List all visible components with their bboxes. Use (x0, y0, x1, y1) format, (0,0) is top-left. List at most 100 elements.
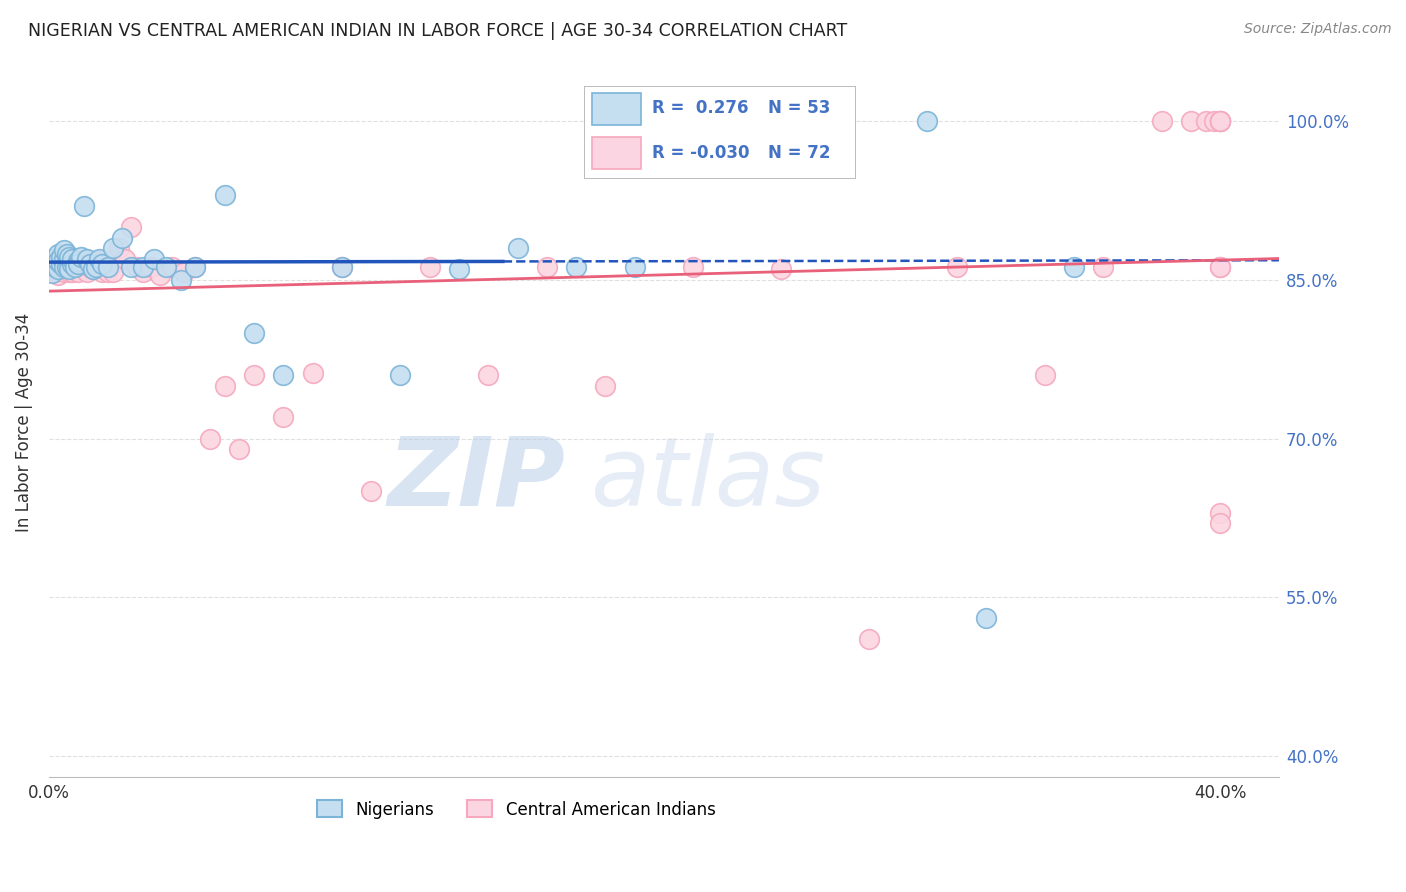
Point (945, 260, 967, 275)
Point (974, 611, 997, 625)
Point (111, 230, 134, 244)
Point (419, 260, 441, 275)
Point (1033, 368, 1056, 383)
Point (44, 252, 66, 266)
Point (1204, 114, 1226, 128)
Point (1209, 114, 1232, 128)
Point (114, 252, 136, 266)
Point (87, 252, 110, 266)
Point (60, 260, 83, 275)
Point (58, 254, 80, 268)
Point (1209, 516, 1232, 530)
Point (143, 252, 166, 266)
Point (243, 326, 266, 340)
Point (173, 264, 195, 278)
Point (1092, 260, 1115, 275)
Point (103, 241, 125, 255)
Point (1209, 114, 1232, 128)
Point (49, 250, 72, 264)
Point (170, 273, 193, 287)
Point (93, 260, 115, 275)
Point (58, 262, 80, 277)
Point (243, 368, 266, 383)
Point (52, 252, 75, 266)
Point (198, 432, 221, 446)
Point (41, 266, 63, 280)
Point (160, 260, 183, 275)
Point (82, 262, 104, 277)
Point (44, 260, 66, 275)
Point (108, 241, 131, 255)
Point (67, 260, 90, 275)
Point (58, 250, 80, 264)
Point (131, 260, 153, 275)
Point (84, 254, 107, 268)
Point (228, 442, 250, 457)
Point (1063, 260, 1085, 275)
Point (477, 368, 499, 383)
Point (46, 246, 69, 260)
Point (1209, 114, 1232, 128)
Point (55, 260, 77, 275)
Point (65, 262, 87, 277)
Point (799, 114, 821, 128)
Point (76, 252, 98, 266)
Point (60, 252, 83, 266)
Point (79, 260, 101, 275)
Point (46, 262, 69, 277)
Point (46, 254, 69, 268)
Point (84, 260, 107, 275)
Point (44, 260, 66, 275)
Point (73, 199, 96, 213)
Point (55, 246, 77, 260)
Point (82, 262, 104, 277)
Point (87, 260, 110, 275)
Point (1180, 114, 1202, 128)
Point (49, 260, 72, 275)
Point (184, 260, 207, 275)
Point (46, 262, 69, 277)
Point (96, 260, 118, 275)
Point (271, 368, 294, 383)
Text: NIGERIAN VS CENTRAL AMERICAN INDIAN IN LABOR FORCE | AGE 30-34 CORRELATION CHART: NIGERIAN VS CENTRAL AMERICAN INDIAN IN L… (28, 22, 848, 40)
Point (447, 262, 470, 277)
Point (90, 257, 112, 271)
Point (90, 264, 112, 278)
Point (149, 268, 172, 282)
Point (741, 114, 763, 128)
Point (67, 254, 90, 268)
Point (73, 260, 96, 275)
Point (41, 252, 63, 266)
Point (330, 260, 353, 275)
Point (55, 260, 77, 275)
Point (770, 262, 793, 277)
Point (46, 260, 69, 275)
Point (67, 264, 90, 278)
Point (1209, 506, 1232, 520)
Point (58, 254, 80, 268)
Point (65, 260, 87, 275)
Point (46, 268, 69, 282)
Point (60, 264, 83, 278)
Point (1195, 114, 1218, 128)
Text: ZIP: ZIP (388, 433, 565, 526)
Point (70, 250, 93, 264)
Point (682, 114, 704, 128)
Point (155, 260, 177, 275)
Point (1209, 260, 1232, 275)
Point (60, 257, 83, 271)
Text: atlas: atlas (591, 433, 825, 526)
Point (565, 260, 588, 275)
Point (79, 257, 101, 271)
Point (65, 257, 87, 271)
Point (271, 410, 294, 425)
Point (506, 241, 529, 255)
Legend: Nigerians, Central American Indians: Nigerians, Central American Indians (311, 794, 723, 825)
Point (55, 262, 77, 277)
Point (52, 260, 75, 275)
Point (125, 260, 148, 275)
Point (1150, 114, 1173, 128)
Point (214, 378, 236, 392)
Point (682, 260, 704, 275)
Point (214, 188, 236, 202)
